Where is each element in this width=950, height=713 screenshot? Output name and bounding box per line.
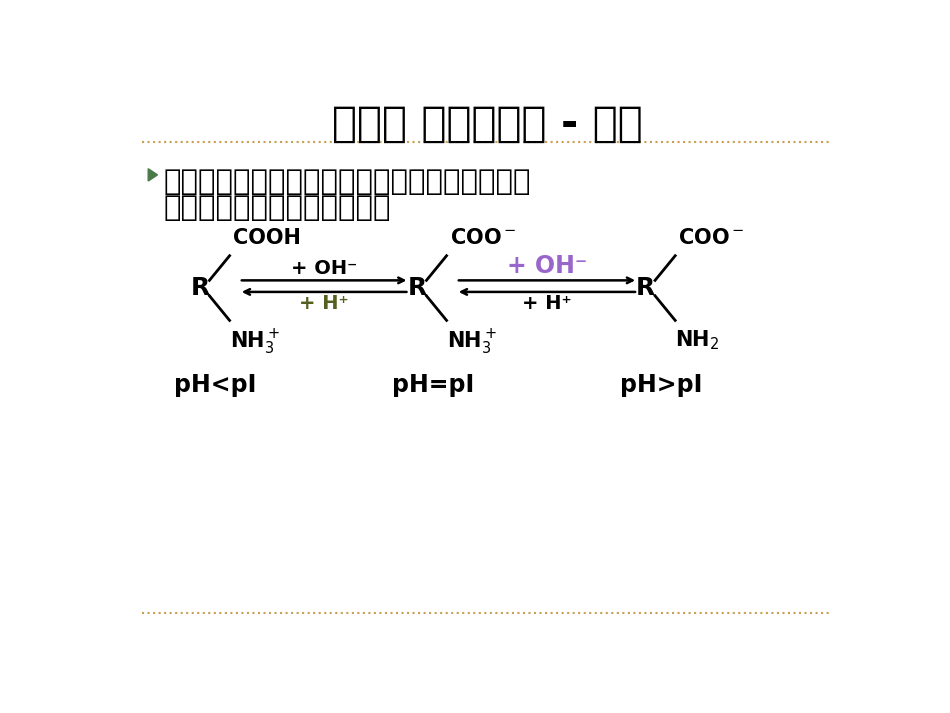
Text: pH=pI: pH=pI xyxy=(391,373,474,396)
Text: pH>pI: pH>pI xyxy=(620,373,702,396)
Text: + OH⁻: + OH⁻ xyxy=(291,259,357,278)
Text: + H⁺: + H⁺ xyxy=(522,294,572,313)
Polygon shape xyxy=(148,169,158,181)
Text: COOH: COOH xyxy=(233,228,300,248)
Text: NH$_3^+$: NH$_3^+$ xyxy=(230,328,279,357)
Text: R: R xyxy=(191,276,210,300)
Text: COO$^-$: COO$^-$ xyxy=(449,228,516,248)
Text: + H⁺: + H⁺ xyxy=(299,294,349,313)
Text: 第四章 电泳分析法 - 概述: 第四章 电泳分析法 - 概述 xyxy=(332,103,642,145)
Text: NH$_2$: NH$_2$ xyxy=(675,328,720,352)
Text: pH<pI: pH<pI xyxy=(175,373,256,396)
Text: 定义：电泳是指带电粒子在电场中向与其自身带: 定义：电泳是指带电粒子在电场中向与其自身带 xyxy=(163,168,531,196)
Text: R: R xyxy=(408,276,427,300)
Text: COO$^-$: COO$^-$ xyxy=(678,228,745,248)
Text: NH$_3^+$: NH$_3^+$ xyxy=(446,328,497,357)
Text: R: R xyxy=(636,276,655,300)
Text: + OH⁻: + OH⁻ xyxy=(506,254,587,278)
Text: 相反电荷的电极移动的现象。: 相反电荷的电极移动的现象。 xyxy=(163,194,391,222)
